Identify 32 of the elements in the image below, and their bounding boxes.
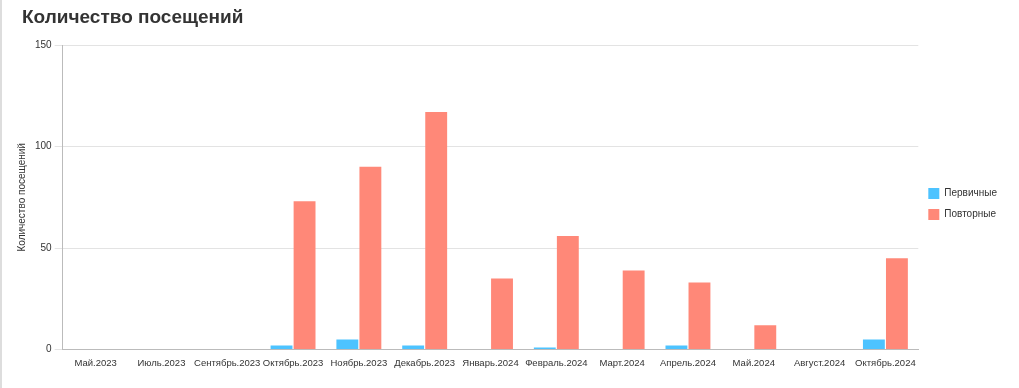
x-tick-label: Ноябрь.2023 <box>330 356 388 368</box>
y-tick-label: 100 <box>35 140 53 152</box>
x-tick-label: Июль.2023 <box>137 356 186 368</box>
bar <box>556 235 579 350</box>
x-tick-label: Апрель.2024 <box>659 356 716 368</box>
bar <box>336 339 359 350</box>
y-tick-label: 50 <box>40 241 53 253</box>
bar <box>425 112 448 350</box>
x-tick-label: Август.2024 <box>793 356 846 368</box>
x-tick-label: Октябрь.2023 <box>262 356 324 368</box>
x-tick-label: Март.2024 <box>599 356 645 368</box>
y-tick-label: 150 <box>35 38 53 50</box>
x-tick-label: Декабрь.2023 <box>394 356 456 368</box>
x-tick-label: Май.2023 <box>74 356 117 368</box>
y-tick-label: 0 <box>46 343 53 355</box>
bar <box>754 325 777 350</box>
x-tick-label: Январь.2024 <box>462 356 519 368</box>
bar <box>688 282 711 350</box>
legend-label: Повторные <box>944 208 997 220</box>
chart-title: Количество посещений <box>22 6 244 28</box>
x-tick-label: Февраль.2024 <box>525 356 588 368</box>
legend-label: Первичные <box>944 187 998 199</box>
bar <box>885 258 908 350</box>
bar <box>359 166 382 350</box>
bar <box>622 270 645 350</box>
y-axis-title: Количество посещений <box>15 143 27 252</box>
x-tick-label: Май.2024 <box>732 356 775 368</box>
bar <box>491 278 513 350</box>
x-tick-label: Октябрь.2024 <box>855 356 916 368</box>
bar <box>293 201 316 350</box>
x-tick-label: Сентябрь.2023 <box>194 356 261 368</box>
bar <box>862 339 885 350</box>
